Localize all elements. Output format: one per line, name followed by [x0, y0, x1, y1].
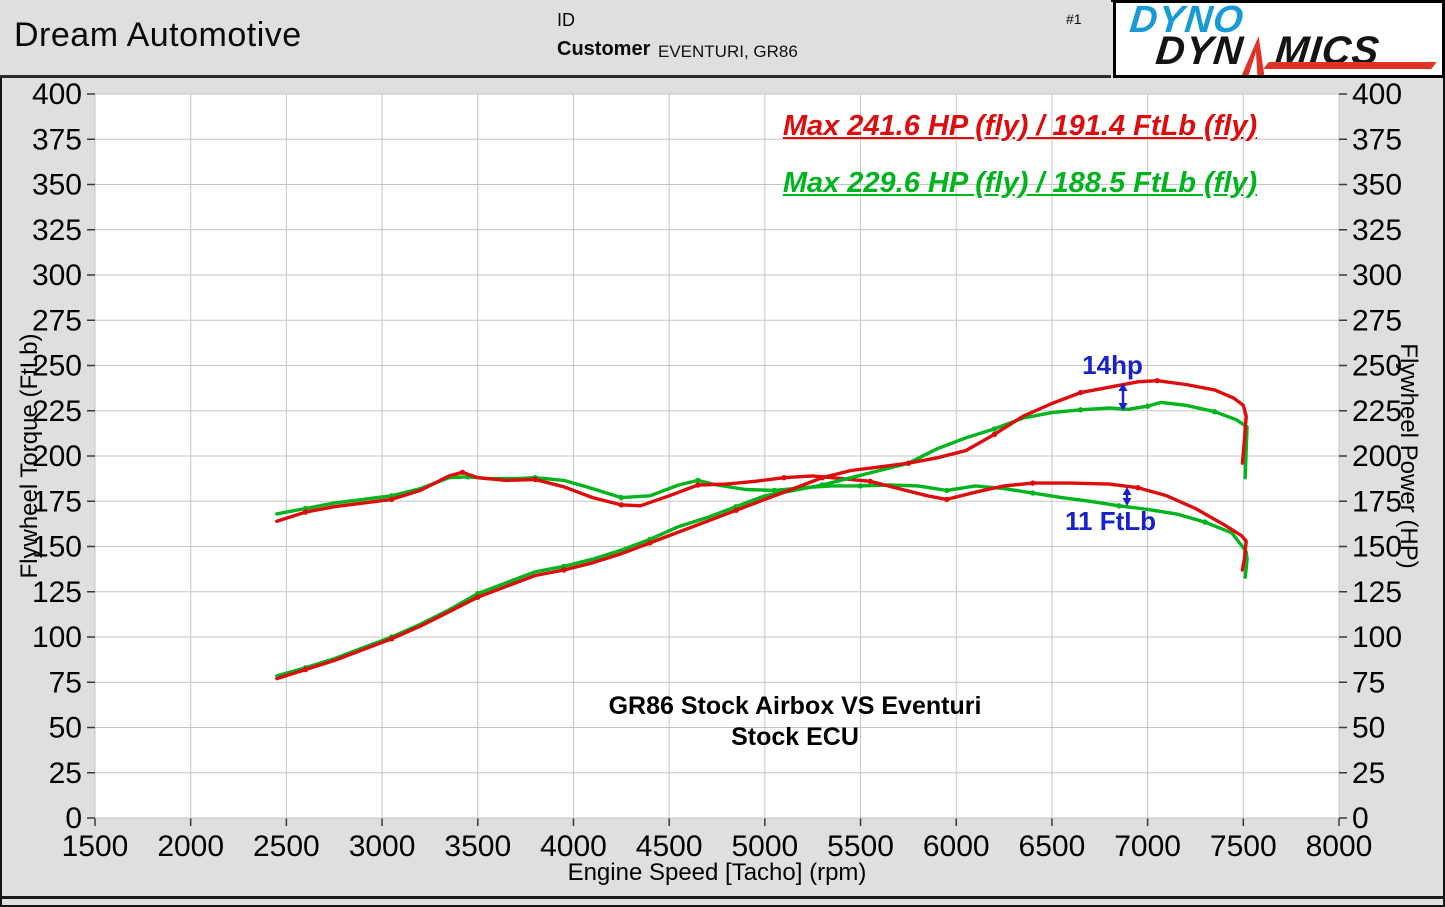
svg-text:3000: 3000: [349, 830, 416, 863]
svg-text:400: 400: [32, 78, 82, 111]
red-max-annotation: Max 241.6 HP (fly) / 191.4 FtLb (fly): [782, 110, 1258, 142]
svg-text:350: 350: [1352, 169, 1402, 202]
svg-text:25: 25: [1352, 757, 1385, 790]
svg-text:6000: 6000: [923, 830, 990, 863]
customer-value: EVENTURI, GR86: [658, 42, 798, 61]
logo-dyn-text: DYN: [1153, 29, 1246, 73]
svg-text:300: 300: [32, 259, 82, 292]
svg-text:125: 125: [32, 576, 82, 609]
id-label: ID: [557, 10, 575, 30]
logo-underline: [1263, 62, 1437, 69]
svg-text:250: 250: [32, 350, 82, 383]
svg-text:375: 375: [32, 123, 82, 156]
svg-text:125: 125: [1352, 576, 1402, 609]
svg-text:5000: 5000: [731, 830, 798, 863]
svg-text:325: 325: [32, 214, 82, 247]
svg-text:175: 175: [32, 485, 82, 518]
svg-text:75: 75: [1352, 666, 1385, 699]
shop-name: Dream Automotive: [14, 16, 302, 54]
svg-text:325: 325: [1352, 214, 1402, 247]
svg-text:2000: 2000: [157, 830, 224, 863]
chart-title-line1: GR86 Stock Airbox VS Eventuri: [608, 692, 982, 720]
x-axis-label: Engine Speed [Tacho] (rpm): [567, 859, 867, 886]
customer-label: Customer: [557, 38, 651, 60]
svg-text:225: 225: [1352, 395, 1402, 428]
chart-title-line2: Stock ECU: [731, 723, 859, 751]
svg-text:5500: 5500: [827, 830, 894, 863]
svg-text:0: 0: [1352, 802, 1369, 835]
svg-text:4000: 4000: [540, 830, 607, 863]
svg-text:175: 175: [1352, 485, 1402, 518]
svg-text:100: 100: [1352, 621, 1402, 654]
svg-text:375: 375: [1352, 123, 1402, 156]
svg-text:50: 50: [49, 712, 82, 745]
report-header: Dream Automotive ID Customer EVENTURI, G…: [0, 0, 1111, 78]
svg-text:250: 250: [1352, 350, 1402, 383]
window-bottom-border: [0, 896, 1445, 899]
run-number-badge: #1: [1066, 11, 1082, 27]
power-delta-label: 14hp: [1082, 350, 1143, 380]
svg-text:50: 50: [1352, 712, 1385, 745]
svg-text:150: 150: [32, 531, 82, 564]
svg-text:8000: 8000: [1306, 830, 1373, 863]
svg-text:100: 100: [32, 621, 82, 654]
svg-text:0: 0: [65, 802, 82, 835]
logo-word-dynamics: DYN MICS: [1153, 29, 1382, 75]
svg-text:7000: 7000: [1114, 830, 1181, 863]
svg-text:275: 275: [1352, 304, 1402, 337]
svg-text:200: 200: [32, 440, 82, 473]
svg-text:350: 350: [32, 169, 82, 202]
torque-delta-label: 11 FtLb: [1064, 506, 1156, 536]
svg-text:1500: 1500: [62, 830, 129, 863]
svg-text:300: 300: [1352, 259, 1402, 292]
svg-text:3500: 3500: [444, 830, 511, 863]
dyno-dynamics-logo: DYNO DYN MICS: [1113, 0, 1445, 78]
logo-red-spike-icon: [1241, 36, 1265, 75]
svg-text:400: 400: [1352, 78, 1402, 111]
svg-text:200: 200: [1352, 440, 1402, 473]
y-axis-label-right: Flywheel Power (HP): [1395, 343, 1422, 569]
svg-text:75: 75: [49, 666, 82, 699]
y-axis-label-left: Flywheel Torque (FtLb): [16, 333, 43, 579]
svg-text:225: 225: [32, 395, 82, 428]
svg-text:6500: 6500: [1019, 830, 1086, 863]
svg-text:4500: 4500: [636, 830, 703, 863]
green-max-annotation: Max 229.6 HP (fly) / 188.5 FtLb (fly): [782, 167, 1258, 199]
svg-text:150: 150: [1352, 531, 1402, 564]
svg-text:7500: 7500: [1210, 830, 1277, 863]
svg-text:2500: 2500: [253, 830, 320, 863]
svg-text:25: 25: [49, 757, 82, 790]
svg-text:275: 275: [32, 304, 82, 337]
